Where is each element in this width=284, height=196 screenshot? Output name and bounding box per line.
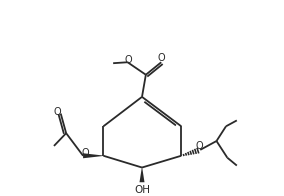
Polygon shape bbox=[139, 168, 145, 182]
Text: OH: OH bbox=[134, 185, 150, 195]
Polygon shape bbox=[83, 153, 103, 158]
Text: O: O bbox=[53, 107, 61, 117]
Text: O: O bbox=[125, 55, 132, 65]
Text: O: O bbox=[158, 53, 166, 63]
Text: O: O bbox=[196, 141, 203, 151]
Text: O: O bbox=[82, 148, 89, 158]
